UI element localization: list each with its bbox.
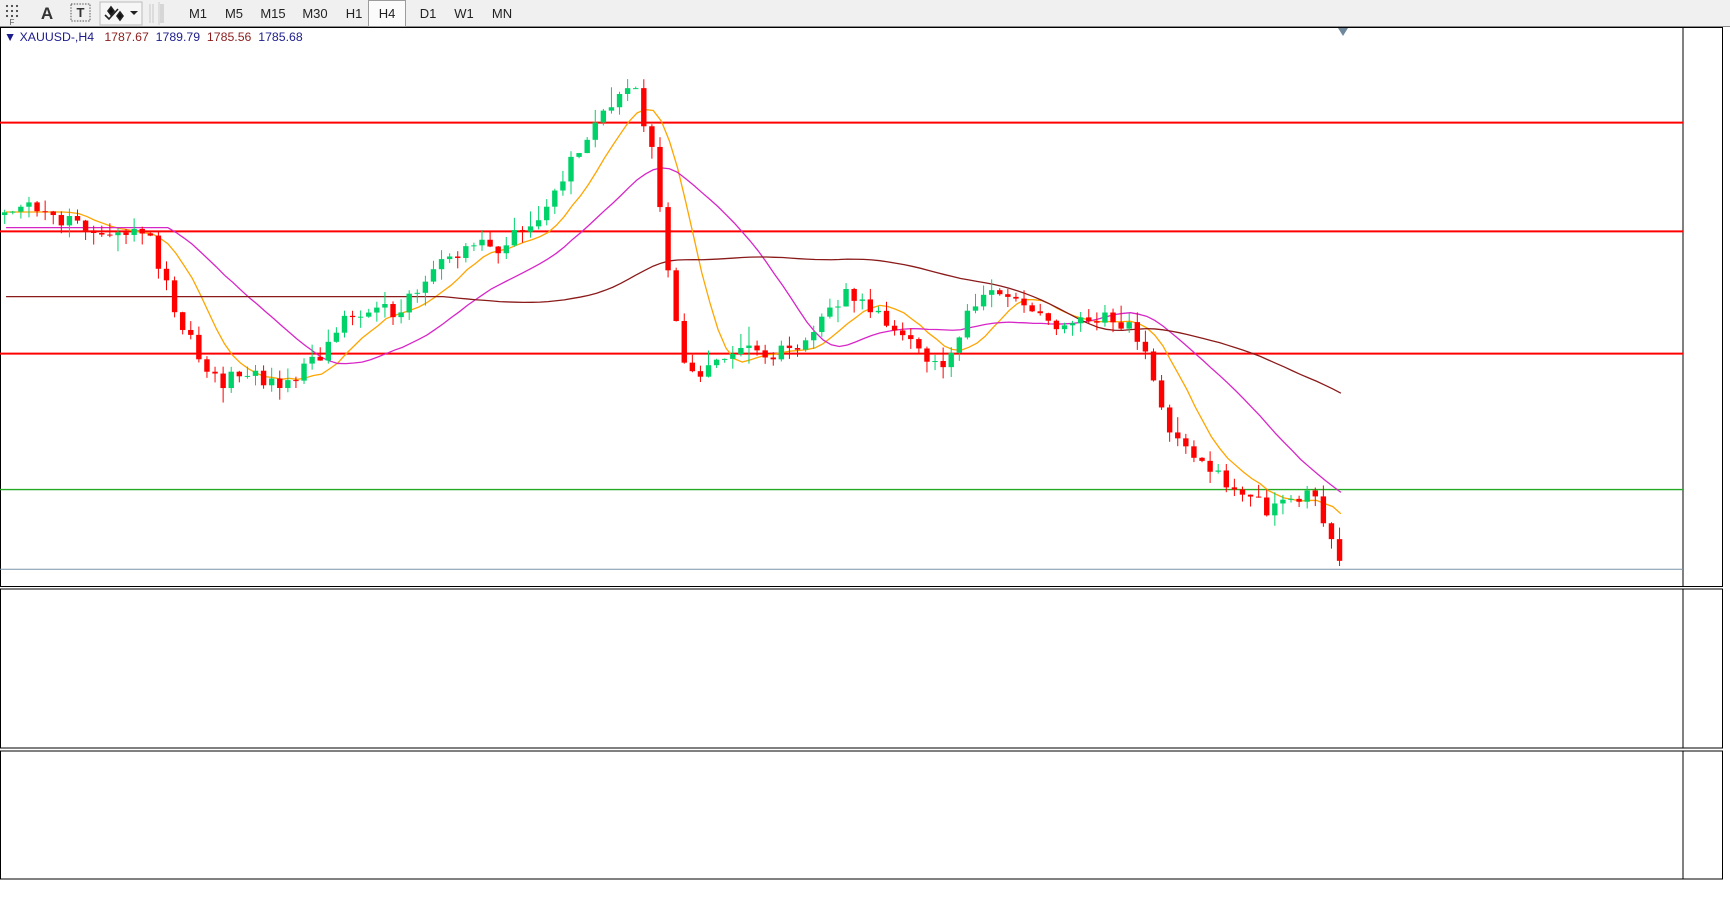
svg-text:T: T xyxy=(77,5,85,20)
svg-text:F: F xyxy=(10,18,15,27)
svg-text:A: A xyxy=(41,4,53,23)
